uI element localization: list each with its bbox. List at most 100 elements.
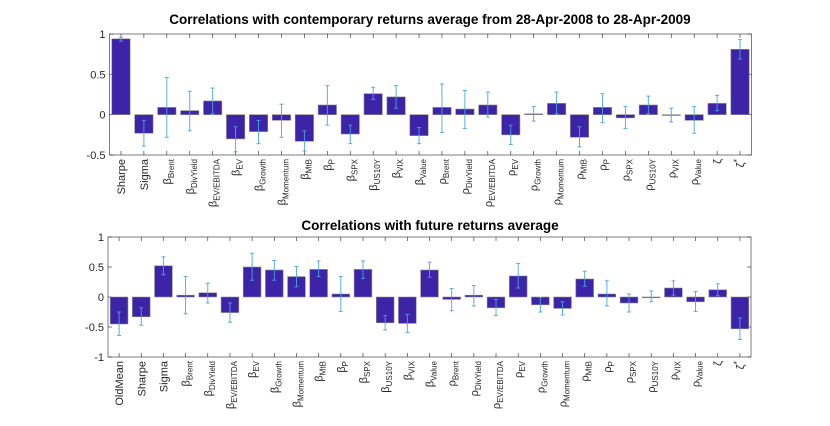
y-tick-label: 0.5 [90, 69, 105, 81]
x-tick-label-base: Sharpe [116, 159, 128, 194]
bar [111, 38, 131, 115]
x-tick-label-base: β [368, 184, 380, 190]
x-tick-label: ρGrowth [529, 159, 543, 191]
x-tick-label-base: β [208, 201, 220, 207]
x-tick-label: Sharpe [116, 159, 128, 194]
x-tick-label-base: β [254, 185, 266, 191]
x-tick-label-subscript: EV/EBITDA [496, 360, 505, 402]
x-tick-label-base: β [247, 372, 259, 378]
y-tick-label: 1 [98, 232, 104, 244]
y-tick-label: 0 [98, 292, 104, 304]
x-tick-label-base: ρ [506, 170, 518, 176]
x-tick-label-base: β [322, 164, 334, 170]
x-tick-label: ρVIX [668, 360, 682, 380]
x-tick-label: βMomentum [276, 159, 290, 206]
x-tick-label: ρBrent [437, 158, 451, 184]
x-tick-label-base: β [402, 374, 414, 380]
x-tick-label-base: ζ [713, 361, 725, 366]
x-tick-label-base: ρ [624, 377, 636, 383]
x-tick-label: ρEV [506, 158, 520, 176]
x-tick-label-base: ρ [558, 401, 570, 407]
x-tick-label-base: β [181, 380, 193, 386]
x-tick-label: ρP [597, 159, 611, 171]
x-tick-label-base: ρ [602, 366, 614, 372]
x-tick-label-subscript: Value [696, 360, 705, 380]
x-tick-label: ρUS10Y [643, 158, 657, 190]
x-tick-label-subscript: P [602, 159, 611, 164]
x-tick-label-subscript: Momentum [563, 361, 572, 401]
x-tick-label: βMomentum [291, 361, 305, 408]
x-tick-label: ρDivYield [460, 159, 474, 194]
x-tick-label-subscript: Growth [540, 361, 549, 387]
x-tick-label-subscript: Growth [274, 361, 283, 387]
x-tick-label-base: Sigma [139, 158, 151, 190]
x-tick-label-base: β [299, 173, 311, 179]
x-tick-label-base: β [345, 175, 357, 181]
x-tick-label-base: ρ [447, 380, 459, 386]
x-tick-label-subscript: US10Y [373, 158, 382, 184]
x-tick-label: ρP [602, 361, 616, 373]
x-tick-label: βSPX [358, 360, 372, 383]
x-tick-label-base: ρ [689, 179, 701, 185]
x-tick-label-base: Sharpe [136, 361, 148, 396]
x-tick-label-subscript: US10Y [651, 360, 660, 386]
x-tick-label: ρMomentum [558, 361, 572, 408]
x-tick-label-subscript: SPX [363, 360, 372, 377]
x-tick-label-subscript: US10Y [648, 158, 657, 184]
x-tick-label-base: β [314, 375, 326, 381]
x-tick-label-subscript: Growth [259, 159, 268, 185]
y-tick-label: -0.5 [87, 150, 106, 162]
x-tick-label-subscript: MtB [580, 159, 589, 173]
x-tick-label-subscript: Brent [452, 360, 461, 380]
x-tick-label-subscript: Value [419, 158, 428, 178]
x-tick-label-base: ρ [691, 381, 703, 387]
x-tick-label: ζ* [732, 361, 747, 370]
x-tick-label-base: ρ [529, 185, 541, 191]
x-tick-label-subscript: DivYield [190, 159, 199, 188]
x-tick-label: βMtB [314, 361, 328, 382]
x-tick-label: βUS10Y [380, 360, 394, 392]
x-tick-label-subscript: Growth [534, 159, 543, 185]
x-tick-label-subscript: MtB [304, 159, 313, 173]
x-tick-label-subscript: Brent [442, 158, 451, 178]
x-tick-label-base: β [425, 381, 437, 387]
y-tick-label: 0 [99, 110, 105, 122]
x-tick-label: βUS10Y [368, 158, 382, 190]
x-tick-label: Sigma [158, 360, 170, 392]
x-tick-label-base: ρ [575, 173, 587, 179]
x-tick-label: OldMean [114, 361, 126, 406]
x-tick-label: ρEV/EBITDA [491, 360, 505, 409]
x-tick-label-base: Sigma [158, 360, 170, 392]
x-tick-label-base: β [231, 170, 243, 176]
x-tick-label-subscript: P [607, 361, 616, 366]
x-tick-label: βValue [425, 360, 439, 387]
x-tick-label-base: β [358, 377, 370, 383]
x-tick-label-subscript: SPX [350, 158, 359, 175]
x-tick-label-base: ζ [712, 159, 724, 164]
x-tick-label: βEV [231, 158, 245, 176]
x-tick-label-subscript: EV [511, 158, 520, 169]
x-tick-label-superscript: * [732, 159, 742, 163]
x-tick-label-subscript: VIX [673, 360, 682, 374]
x-tick-label-base: β [276, 199, 288, 205]
x-tick-label-subscript: SPX [625, 158, 634, 175]
x-tick-label-base: ρ [643, 184, 655, 190]
y-tick-label: 0.5 [89, 262, 104, 274]
x-tick-label-base: ρ [483, 201, 495, 207]
x-tick-label-subscript: DivYield [208, 361, 217, 390]
x-tick-label: ρValue [691, 360, 705, 387]
x-tick-label-subscript: US10Y [385, 360, 394, 386]
bottom-chart: Correlations with future returns average… [85, 218, 752, 409]
x-tick-label-base: ρ [552, 199, 564, 205]
x-tick-label-subscript: P [341, 361, 350, 366]
x-tick-label-subscript: EV/EBITDA [230, 360, 239, 402]
x-tick-label-subscript: Momentum [281, 159, 290, 199]
x-tick-label-base: β [414, 179, 426, 185]
axes-box [109, 33, 752, 156]
x-tick-label-base: ρ [535, 387, 547, 393]
x-tick-label-subscript: EV/EBITDA [213, 158, 222, 200]
x-tick-label-subscript: VIX [396, 158, 405, 172]
x-tick-label: βEV/EBITDA [225, 360, 239, 409]
x-tick-label-base: ρ [668, 374, 680, 380]
